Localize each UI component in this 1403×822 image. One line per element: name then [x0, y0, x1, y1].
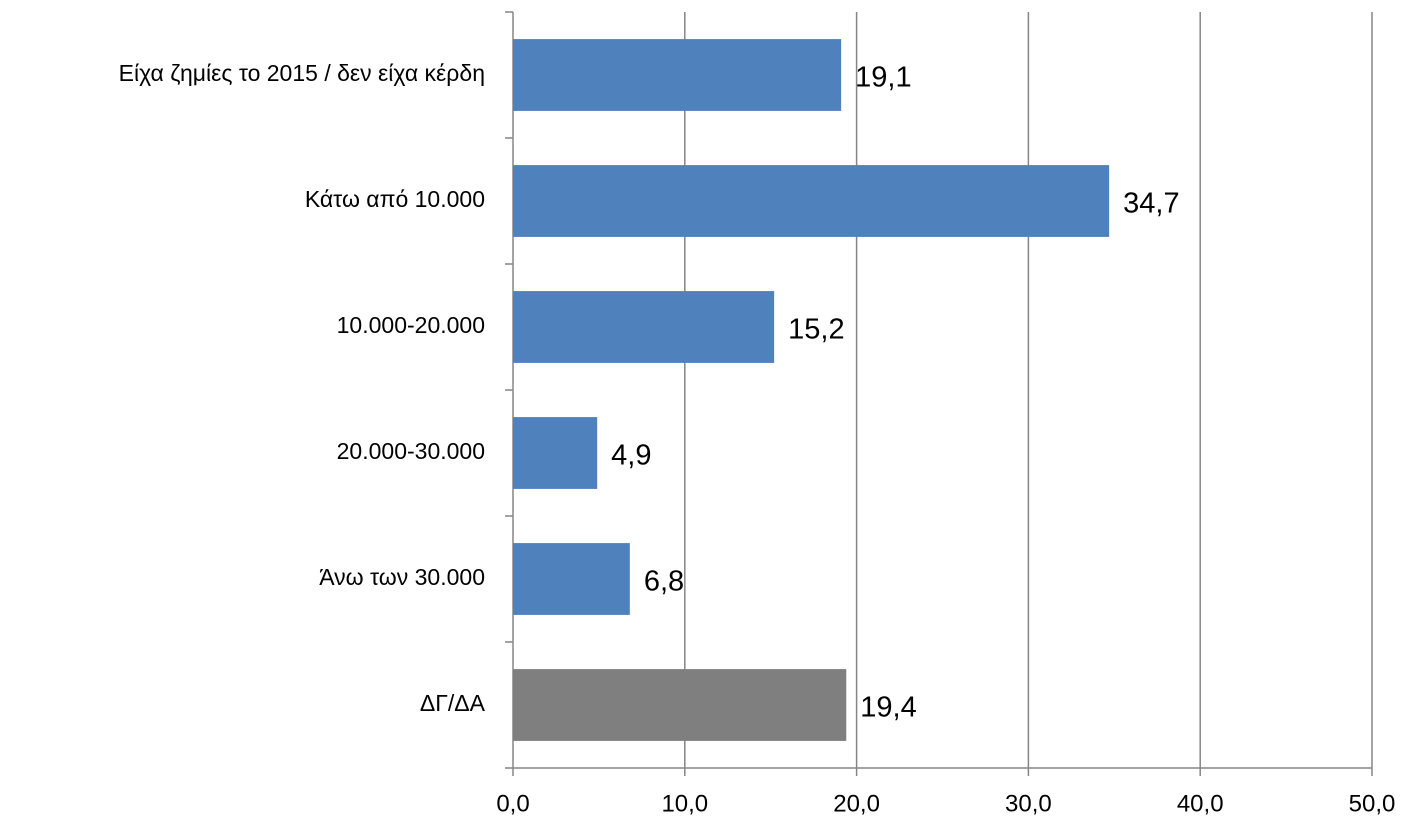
bar	[513, 39, 842, 111]
bar	[513, 669, 847, 741]
value-label: 19,4	[860, 692, 916, 724]
y-tick-label: 20.000-30.000	[337, 438, 485, 464]
value-label: 4,9	[611, 440, 651, 472]
bar	[513, 165, 1110, 237]
value-label: 15,2	[788, 314, 844, 346]
y-tick-label: ΔΓ/ΔΑ	[420, 690, 486, 716]
x-tick-label: 10,0	[661, 790, 708, 817]
y-tick-label: 10.000-20.000	[337, 312, 485, 338]
y-tick-label: Είχα ζημίες το 2015 / δεν είχα κέρδη	[119, 60, 485, 86]
x-tick-label: 0,0	[496, 790, 529, 817]
x-tick-label: 30,0	[1005, 790, 1052, 817]
bar	[513, 417, 598, 489]
value-label: 34,7	[1123, 188, 1179, 220]
bar	[513, 291, 775, 363]
bar	[513, 543, 630, 615]
x-tick-label: 20,0	[833, 790, 880, 817]
x-tick-label: 50,0	[1349, 790, 1396, 817]
y-tick-label: Άνω των 30.000	[319, 564, 485, 590]
value-label: 6,8	[644, 566, 684, 598]
value-label: 19,1	[855, 62, 911, 94]
y-tick-label: Κάτω από 10.000	[305, 186, 485, 212]
x-tick-label: 40,0	[1177, 790, 1224, 817]
